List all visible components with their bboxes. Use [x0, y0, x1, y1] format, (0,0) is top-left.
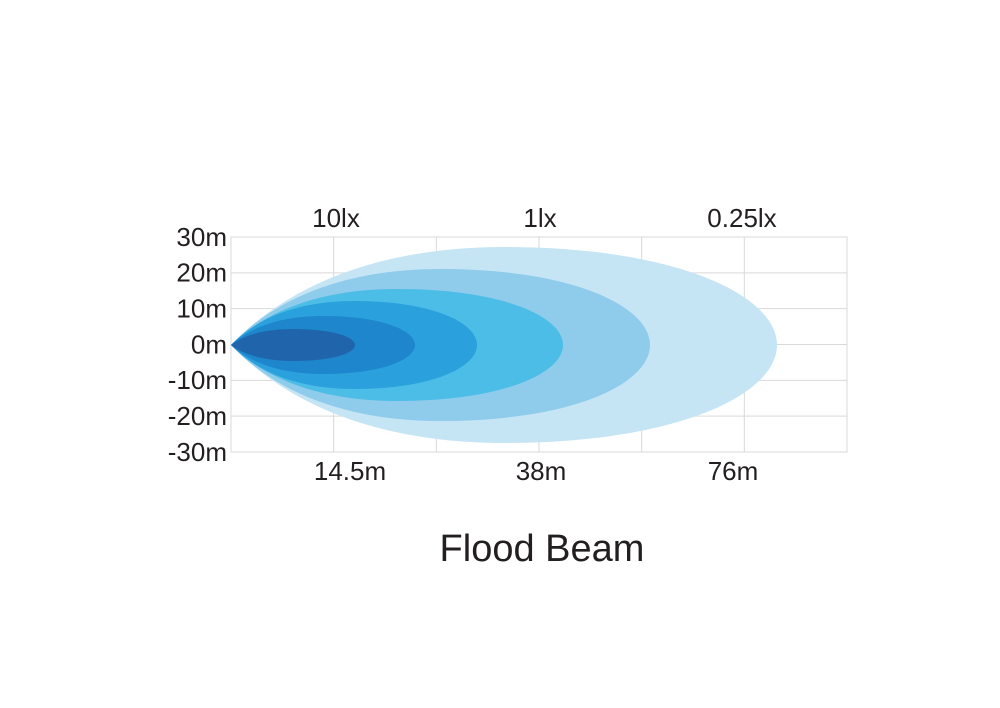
y-axis-label: 20m	[176, 258, 227, 288]
beam-contour	[231, 329, 355, 361]
beam-pattern	[231, 247, 777, 443]
y-axis-label: -10m	[168, 365, 227, 395]
y-axis-label: -30m	[168, 437, 227, 467]
distance-label: 76m	[708, 456, 759, 486]
y-axis-label: 10m	[176, 294, 227, 324]
lux-label: 0.25lx	[707, 203, 776, 233]
lux-label: 1lx	[523, 203, 556, 233]
title: Flood Beam	[440, 528, 645, 570]
distance-label: 38m	[516, 456, 567, 486]
labels: 30m 20m 10m 0m -10m -20m -30m 10lx 1lx 0.25lx 14.5…	[168, 203, 777, 486]
y-axis-label: 30m	[176, 222, 227, 252]
distance-label: 14.5m	[314, 456, 386, 486]
y-axis-label: 0m	[191, 329, 227, 359]
y-axis-label: -20m	[168, 401, 227, 431]
lux-label: 10lx	[312, 203, 360, 233]
